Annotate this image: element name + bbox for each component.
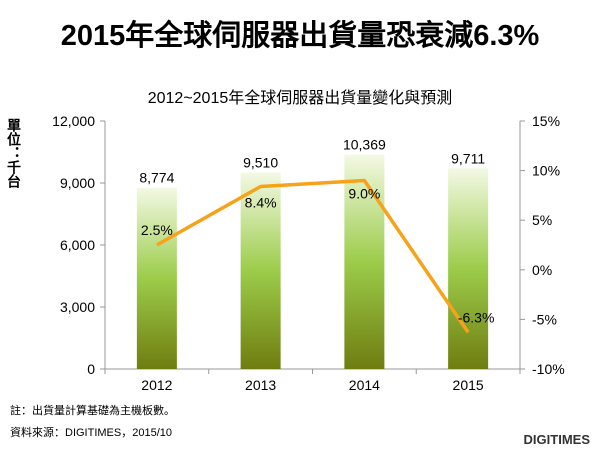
y-axis-label: 單位：千台 <box>6 118 22 188</box>
bar <box>240 172 281 369</box>
y2-tick-label: -10% <box>532 361 565 377</box>
y2-tick-label: 0% <box>532 262 552 278</box>
source-note: 資料來源：DIGITIMES，2015/10 <box>10 427 172 439</box>
x-tick-label: 2014 <box>349 377 380 393</box>
growth-rate-label: -6.3% <box>458 309 495 325</box>
growth-rate-label: 2.5% <box>141 222 173 238</box>
y-tick-label: 3,000 <box>60 299 95 315</box>
growth-line <box>156 178 470 334</box>
bar <box>136 187 177 369</box>
y-tick-label: 12,000 <box>52 113 95 129</box>
y-tick-label: 9,000 <box>60 175 95 191</box>
chart-title: 2012~2015年全球伺服器出貨量變化與預測 <box>147 90 453 107</box>
y2-tick-label: 5% <box>532 212 552 228</box>
y-tick-label: 6,000 <box>60 237 95 253</box>
bar-value-label: 8,774 <box>139 170 174 186</box>
y2-tick-label: 15% <box>532 113 560 129</box>
page-headline: 2015年全球伺服器出貨量恐衰減6.3% <box>60 20 540 52</box>
bar <box>448 168 489 369</box>
bar-value-label: 9,711 <box>451 150 485 166</box>
y2-tick-label: 10% <box>532 163 560 179</box>
y-tick-label: 0 <box>87 361 95 377</box>
growth-rate-label: 8.4% <box>245 194 277 210</box>
footnote: 註：出貨量計算基礎為主機板數。 <box>10 405 175 417</box>
y2-tick-label: -5% <box>532 311 557 327</box>
bar <box>344 154 385 369</box>
x-tick-label: 2013 <box>245 377 276 393</box>
brand-logo: DIGITIMES <box>523 432 590 447</box>
bar-value-label: 10,369 <box>343 137 386 153</box>
bar-value-label: 9,510 <box>243 154 278 170</box>
x-tick-label: 2012 <box>141 377 172 393</box>
growth-rate-label: 9.0% <box>348 186 380 202</box>
x-tick-label: 2015 <box>453 377 484 393</box>
